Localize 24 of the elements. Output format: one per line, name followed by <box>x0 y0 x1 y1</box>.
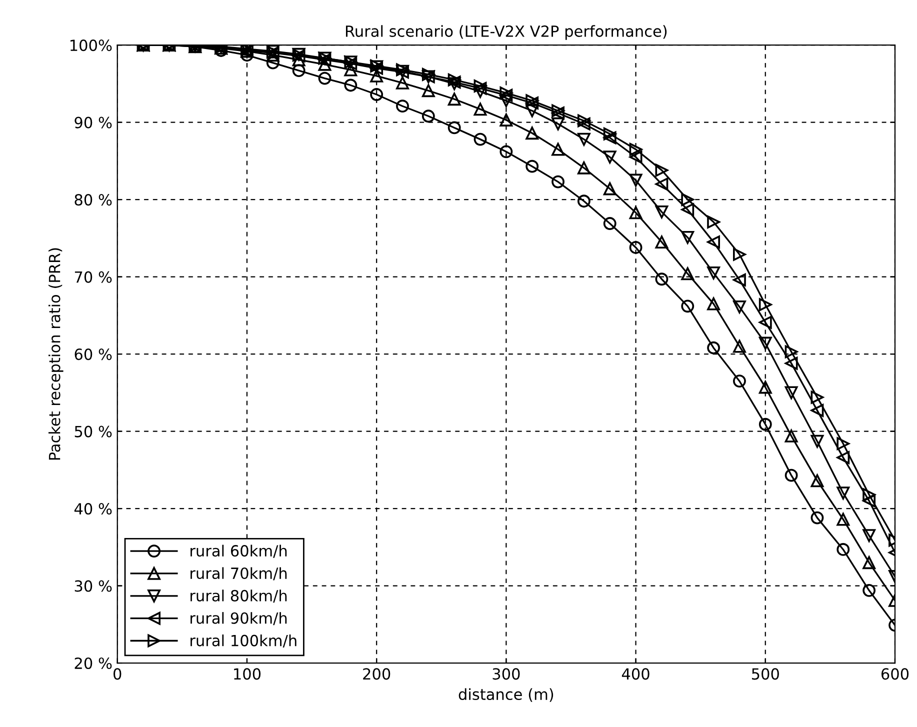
x-tick-label: 600 <box>881 668 909 680</box>
y-tick-label: 30 % <box>74 580 112 592</box>
legend-label: rural 60km/h <box>190 544 287 558</box>
legend-label: rural 100km/h <box>190 634 296 648</box>
legend-label: rural 80km/h <box>190 590 287 603</box>
y-tick-label: 50 % <box>74 426 112 438</box>
x-tick-label: 0 <box>114 668 122 680</box>
x-tick-label: 400 <box>622 668 650 680</box>
y-tick-label: 40 % <box>74 503 112 515</box>
legend-label: rural 90km/h <box>190 612 287 626</box>
x-tick-label: 500 <box>752 668 779 680</box>
chart-title: Rural scenario (LTE-V2X V2P performance) <box>346 25 667 40</box>
y-axis-title: Packet reception ratio (PRR) <box>48 248 64 460</box>
legend-label: rural 70km/h <box>190 567 287 580</box>
x-tick-label: 300 <box>492 668 520 680</box>
x-tick-label: 100 <box>234 668 261 680</box>
y-tick-label: 60 % <box>74 348 112 360</box>
y-tick-label: 70 % <box>74 271 112 283</box>
y-tick-label: 100% <box>70 40 112 52</box>
y-tick-label: 20 % <box>74 657 112 670</box>
y-tick-label: 80 % <box>74 194 112 206</box>
y-tick-label: 90 % <box>74 116 112 128</box>
x-tick-label: 200 <box>363 668 390 680</box>
x-axis-title: distance (m) <box>458 688 554 702</box>
